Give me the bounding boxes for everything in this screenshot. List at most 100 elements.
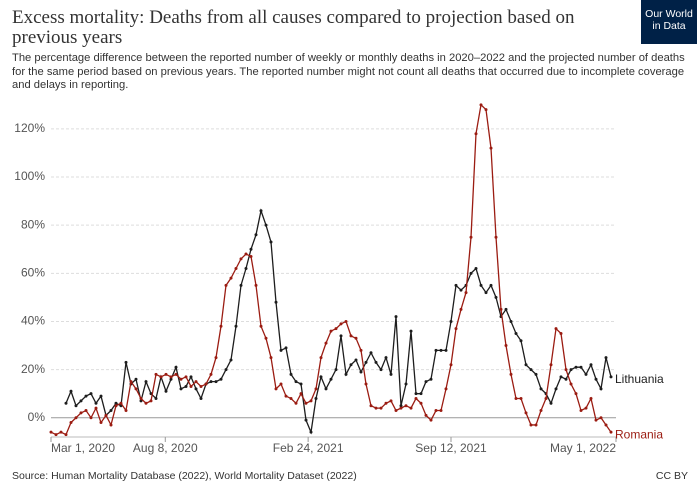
data-point [414, 396, 418, 400]
data-point [559, 331, 563, 335]
data-point [374, 360, 378, 364]
data-point [79, 399, 83, 403]
data-point [219, 324, 223, 328]
data-point [589, 396, 593, 400]
data-point [159, 375, 163, 379]
chart-subtitle: The percentage difference between the re… [12, 52, 685, 91]
data-point [334, 368, 338, 372]
data-point [309, 399, 313, 403]
data-point [264, 223, 268, 227]
logo[interactable]: Our World in Data [641, 0, 697, 44]
data-point [259, 324, 263, 328]
data-point [399, 404, 403, 408]
data-point [309, 430, 313, 434]
data-point [569, 382, 573, 386]
x-tick-label: Mar 1, 2020 [51, 441, 115, 455]
data-point [224, 283, 228, 287]
data-point [104, 413, 108, 417]
data-point [69, 421, 73, 425]
data-point [454, 283, 458, 287]
data-point [189, 375, 193, 379]
data-point [139, 399, 143, 403]
data-point [189, 384, 193, 388]
data-point [329, 377, 333, 381]
data-point [244, 267, 248, 270]
data-point [94, 401, 98, 405]
data-point [594, 377, 598, 381]
data-point [249, 247, 253, 251]
data-point [414, 392, 418, 396]
data-point [64, 433, 68, 437]
data-point [464, 291, 468, 295]
data-point [429, 418, 433, 422]
data-point [94, 406, 98, 410]
source: Source: Human Mortality Database (2022),… [12, 470, 357, 482]
data-point [469, 235, 473, 239]
data-point [359, 370, 363, 374]
data-point [314, 387, 318, 391]
data-point [349, 363, 353, 367]
data-point [584, 406, 588, 410]
data-point [69, 389, 73, 393]
data-point [284, 394, 288, 398]
data-point [299, 392, 303, 396]
data-point [274, 387, 278, 391]
legend-label: Lithuania [615, 372, 664, 386]
data-point [474, 267, 478, 270]
data-point [519, 339, 523, 343]
data-point [234, 267, 238, 270]
data-point [299, 382, 303, 386]
data-point [319, 375, 323, 379]
data-point [519, 396, 523, 400]
data-point [124, 409, 128, 413]
data-point [504, 344, 508, 348]
data-point [324, 341, 328, 345]
data-point [404, 382, 408, 386]
data-point [604, 356, 608, 360]
data-point [424, 380, 428, 384]
y-tick-label: 40% [21, 314, 45, 328]
data-point [274, 300, 278, 304]
data-point [144, 401, 148, 405]
data-point [224, 368, 228, 372]
data-point [534, 423, 538, 427]
data-point [394, 409, 398, 413]
data-point [479, 283, 483, 287]
data-point [319, 356, 323, 360]
data-point [139, 396, 143, 400]
data-point [194, 387, 198, 391]
data-point [359, 348, 363, 352]
data-point [384, 401, 388, 405]
data-point [369, 351, 373, 355]
data-point [579, 365, 583, 369]
data-point [289, 372, 293, 376]
data-point [434, 348, 438, 352]
x-tick-label: Sep 12, 2021 [415, 441, 487, 455]
data-point [54, 433, 58, 437]
data-point [594, 418, 598, 422]
data-point [124, 360, 128, 364]
data-point [169, 377, 173, 381]
data-point [554, 327, 558, 331]
data-point [569, 368, 573, 372]
data-point [279, 348, 283, 352]
data-point [534, 372, 538, 376]
data-point [194, 380, 198, 384]
data-point [364, 382, 368, 386]
data-point [149, 399, 153, 403]
data-point [389, 372, 393, 376]
data-point [574, 392, 578, 396]
license[interactable]: CC BY [655, 470, 688, 482]
data-point [564, 377, 568, 381]
data-point [204, 382, 208, 386]
data-point [134, 377, 138, 381]
data-point [304, 401, 308, 405]
data-point [379, 406, 383, 410]
data-point [609, 430, 613, 434]
data-point [199, 384, 203, 388]
data-point [459, 288, 463, 292]
data-point [494, 295, 498, 299]
y-tick-label: 120% [14, 121, 45, 135]
data-point [334, 327, 338, 331]
